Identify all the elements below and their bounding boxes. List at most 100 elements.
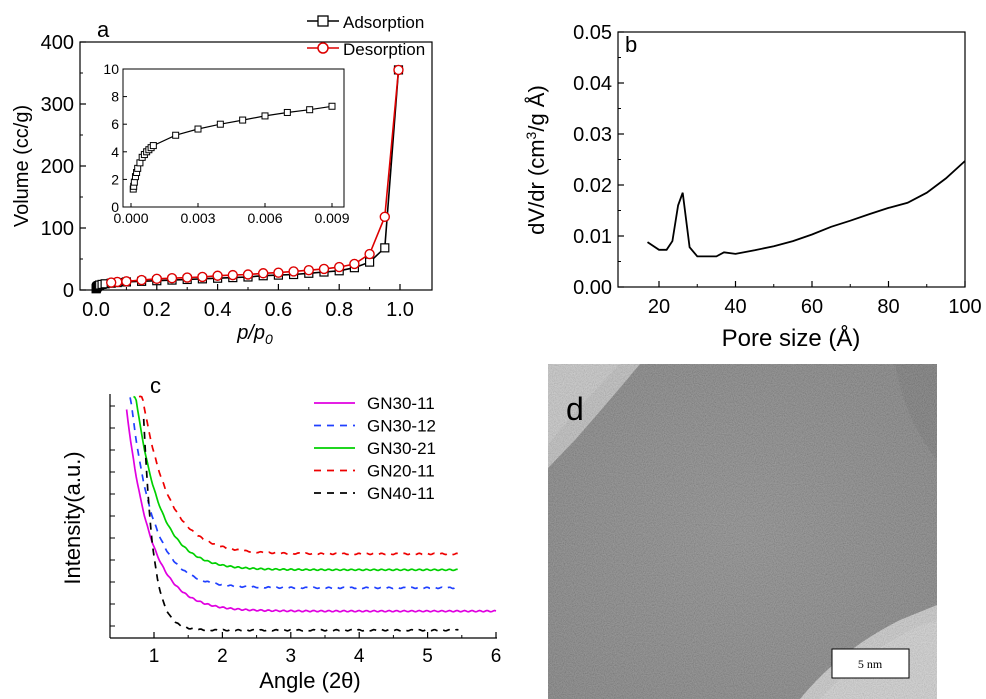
panel-a: a Volume (cc/g) p/p0 0.0 0.2 0.4 0.6 0.8 1.00…: [11, 13, 433, 347]
panel-a-series: [91, 64, 404, 294]
panel-b-series: [646, 160, 966, 258]
inset-point: [306, 106, 314, 114]
panel-a-xtick-label: 0.2: [143, 299, 171, 321]
desorption-point: [197, 271, 208, 283]
legend-label-gn30-12: GN30-12: [367, 417, 436, 436]
inset-point: [261, 112, 269, 120]
panel-d-label: d: [566, 391, 584, 427]
legend-label-gn20-11: GN20-11: [367, 462, 435, 481]
desorption-point: [151, 273, 163, 285]
series-gn20-11: [138, 395, 458, 556]
panel-b-xtick-label: 40: [724, 296, 746, 318]
inset-frame: [122, 68, 345, 208]
inset-point: [239, 116, 247, 124]
panel-b-xlabel: Pore size (Å): [722, 324, 861, 352]
inset-point: [194, 125, 202, 133]
inset-xtick-label: 0.006: [247, 210, 282, 226]
panel-a-ytick-label: 100: [41, 218, 74, 240]
desorption-point: [288, 266, 299, 277]
panel-c-label: c: [150, 373, 161, 398]
legend-desorption-label: Desorption: [343, 40, 425, 59]
panel-b-series-line: [646, 160, 966, 258]
panel-a-ytick-label: 400: [41, 32, 74, 54]
inset-ytick-label: 8: [111, 89, 119, 105]
tem-grain: [548, 364, 937, 699]
panel-a-ytick-label: 300: [41, 94, 74, 116]
desorption-point: [303, 264, 314, 276]
panel-b-ticks: 20 40 60 80 100 0.00 0.01 0.02 0.03 0.04 0.05: [573, 22, 982, 318]
panel-c-xtick-label: 2: [217, 646, 228, 667]
inset-ytick-label: 6: [111, 116, 119, 132]
legend-desorption-marker: [317, 42, 329, 54]
panel-b-ytick-label: 0.05: [573, 22, 612, 44]
panel-a-xlabel-sub: 0: [265, 331, 273, 347]
desorption-point: [273, 267, 284, 278]
legend-label-gn30-11: GN30-11: [367, 394, 435, 413]
inset-ytick-label: 4: [111, 144, 119, 160]
panel-a-label: a: [97, 17, 110, 42]
desorption-point: [181, 272, 193, 283]
series-gn40-11: [142, 418, 459, 632]
inset-series: [129, 102, 336, 193]
inset-point: [149, 142, 157, 150]
legend-label-gn30-21: GN30-21: [367, 439, 436, 458]
inset-ytick-label: 0: [111, 199, 119, 215]
adsorption-point: [380, 243, 390, 253]
panel-c-xtick-label: 6: [491, 646, 502, 667]
panel-b-ytick-label: 0.00: [573, 277, 612, 299]
desorption-point: [364, 248, 375, 260]
inset-point: [328, 102, 336, 110]
desorption-point: [121, 276, 132, 287]
desorption-point: [105, 277, 117, 288]
scale-bar-box: [831, 648, 910, 679]
series-gn30-12: [129, 397, 459, 590]
desorption-point: [318, 263, 330, 275]
legend-adsorption-label: Adsorption: [343, 13, 424, 32]
inset-point: [283, 108, 291, 116]
inset-point: [216, 120, 224, 128]
desorption-point: [212, 270, 223, 281]
panel-a-ylabel: Volume (cc/g): [11, 105, 33, 227]
legend-label-gn40-11: GN40-11: [367, 484, 435, 503]
panel-a-inset: 0.000 0.003 0.006 0.009 0 2 4 6 8 10: [103, 61, 349, 226]
adsorption-point: [365, 257, 375, 267]
panel-a-ytick-label: 0: [63, 280, 74, 302]
panel-c-series: [125, 395, 497, 632]
panel-c: c Intensity(a.u.) Angle (2θ) 1 2 3 4 5 6 GN30…: [60, 373, 501, 693]
scale-bar-label: 5 nm: [858, 657, 883, 671]
panel-b-label: b: [625, 32, 637, 57]
panel-b-xtick-label: 100: [948, 296, 981, 318]
legend-adsorption-marker: [317, 15, 329, 27]
desorption-point: [258, 268, 269, 279]
panel-b-ytick-label: 0.02: [573, 175, 612, 197]
desorption-point: [393, 64, 404, 76]
desorption-point: [136, 274, 147, 286]
panel-b-ytick-label: 0.03: [573, 124, 612, 146]
panel-c-ylabel: Intensity(a.u.): [60, 451, 85, 584]
panel-b-frame: [617, 31, 966, 288]
panel-a-xlabel-main: p/p: [236, 322, 265, 344]
panel-c-xtick-label: 5: [422, 646, 433, 667]
desorption-point: [349, 258, 360, 270]
series-gn30-11: [125, 409, 497, 613]
panel-c-xlabel: Angle (2θ): [259, 668, 361, 693]
desorption-point: [166, 273, 178, 284]
panel-d-tem-image: d 5 nm: [548, 364, 937, 699]
panel-b-xtick-label: 20: [648, 296, 670, 318]
panel-b-ylabel: dV/dr (cm3/g Å): [523, 85, 549, 235]
panel-c-xtick-label: 4: [354, 646, 365, 667]
inset-point: [172, 131, 180, 139]
inset-ytick-label: 2: [111, 171, 119, 187]
inset-xtick-label: 0.009: [314, 210, 349, 226]
panel-c-xtick-label: 1: [149, 646, 160, 667]
panel-a-xlabel: p/p0: [236, 322, 273, 347]
inset-xtick-label: 0.003: [180, 210, 215, 226]
panel-a-legend: Adsorption Desorption: [307, 13, 425, 59]
inset-ticks: 0.000 0.003 0.006 0.009 0 2 4 6 8 10: [103, 61, 349, 226]
desorption-point: [334, 261, 345, 273]
panel-c-ticks: 1 2 3 4 5 6: [110, 405, 502, 667]
inset-ytick-label: 10: [103, 61, 119, 77]
inset-xtick-label: 0.000: [113, 210, 148, 226]
